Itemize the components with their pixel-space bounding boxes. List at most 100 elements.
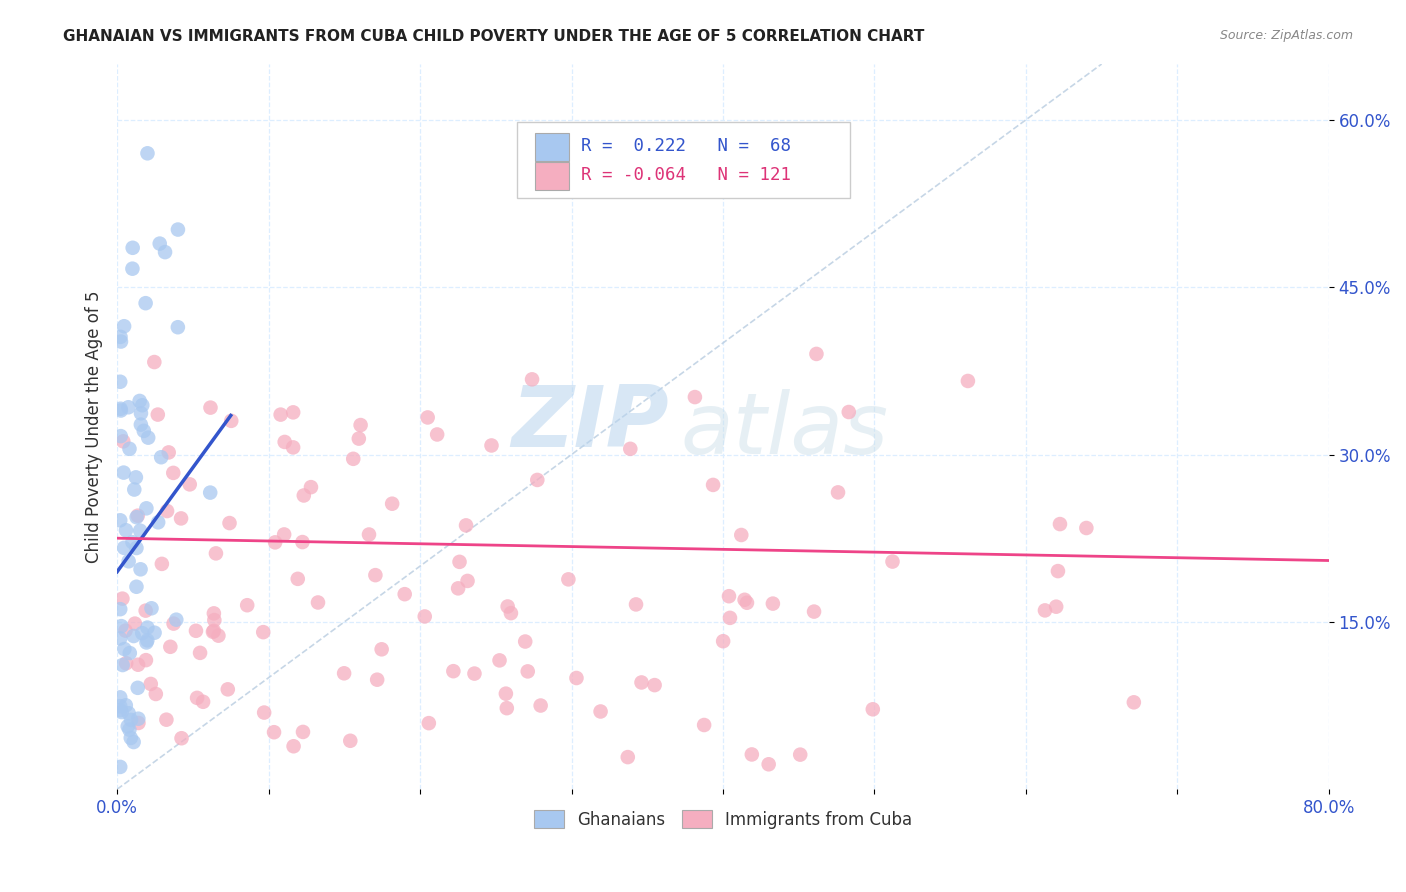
Point [370,642,392,657]
Point [299,480,322,494]
Point [112,541,135,555]
Point [515,634,537,648]
Point [862,702,884,716]
Point [201,624,224,639]
Point [454,518,477,533]
Point [557,572,579,586]
Point [110,330,132,344]
Point [589,705,612,719]
Point [110,429,132,443]
Point [617,750,640,764]
Point [693,718,716,732]
Point [263,725,285,739]
Point [179,477,201,491]
Point [717,589,740,603]
Point [565,671,588,685]
Point [162,616,184,631]
Point [281,441,304,455]
Point [115,657,138,671]
Point [520,372,543,386]
Point [121,535,143,549]
Point [150,557,173,571]
Point [236,598,259,612]
Point [718,611,741,625]
Point [481,438,503,452]
Point [200,401,222,415]
Point [149,236,172,251]
Point [734,592,756,607]
Point [129,417,152,432]
Point [1049,517,1071,532]
Point [630,675,652,690]
Point [110,703,132,717]
Point [449,555,471,569]
Point [132,424,155,438]
Point [118,723,141,737]
Point [114,624,136,638]
Point [342,451,364,466]
Point [495,687,517,701]
Point [339,733,361,747]
Point [141,601,163,615]
Point [683,390,706,404]
Point [441,664,464,678]
Point [112,466,135,480]
Point [426,427,449,442]
Point [202,624,225,638]
Point [457,574,479,588]
Point [159,640,181,654]
Point [110,403,132,417]
Point [155,713,177,727]
Point [253,706,276,720]
Point [730,528,752,542]
Point [447,582,470,596]
Point [112,642,135,657]
Point [202,607,225,621]
Point [619,442,641,456]
Point [146,516,169,530]
Point [516,665,538,679]
Point [135,604,157,618]
Text: atlas: atlas [681,389,889,472]
Point [366,673,388,687]
Point [118,442,141,456]
Point [162,466,184,480]
Point [394,587,416,601]
Point [111,658,134,673]
Point [125,541,148,555]
Point [167,320,190,334]
Point [165,613,187,627]
Point [112,319,135,334]
Point [333,666,356,681]
Point [157,445,180,459]
Point [150,450,173,465]
Point [110,334,132,349]
Point [188,646,211,660]
Point [114,698,136,713]
Point [291,725,314,739]
Point [111,591,134,606]
Point [496,599,519,614]
Point [124,483,146,497]
Point [131,398,153,412]
Point [127,681,149,695]
Point [702,478,724,492]
Point [357,527,380,541]
Point [349,418,371,433]
Point [129,562,152,576]
Point [118,646,141,660]
Point [110,375,132,389]
Point [122,629,145,643]
Point [170,731,193,746]
Point [135,501,157,516]
Point [1076,521,1098,535]
Point [125,510,148,524]
Point [127,508,149,523]
Point [1045,599,1067,614]
Point [111,705,134,719]
Point [202,613,225,627]
Point [530,698,553,713]
Point [121,261,143,276]
Legend: Ghanaians, Immigrants from Cuba: Ghanaians, Immigrants from Cuba [527,804,920,835]
Point [139,677,162,691]
